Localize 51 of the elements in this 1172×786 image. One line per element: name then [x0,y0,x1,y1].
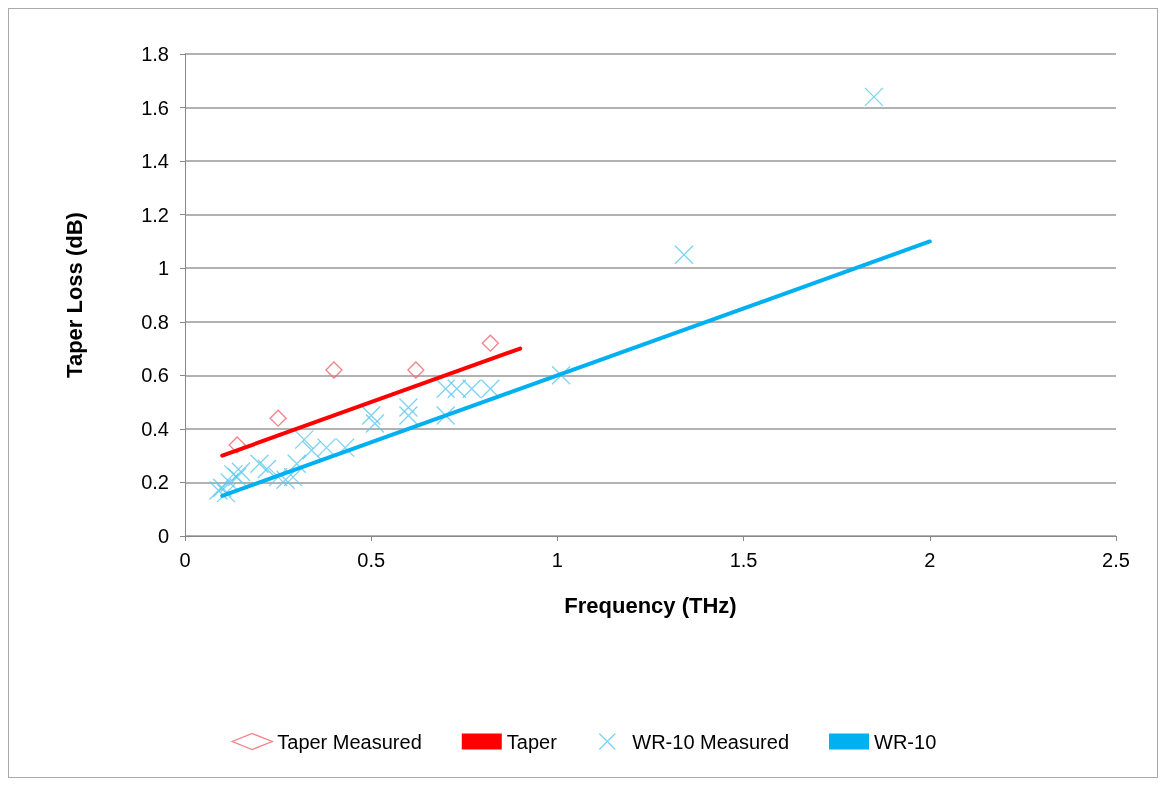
x-tick-label: 1.5 [729,549,758,571]
point [361,405,381,426]
point [249,454,270,474]
y-tick-label: 0 [157,525,169,547]
y-tick-label: 0.8 [141,310,169,333]
y-tick-label: 1 [157,257,169,280]
y-tick-label: 1.6 [141,96,169,119]
point [674,245,694,265]
y-tick-label: 1.8 [141,43,169,65]
point [268,467,288,487]
y-tick-label: 0.6 [141,364,169,387]
point [480,379,501,399]
point [316,437,337,458]
x-tick-label: 2.5 [1102,549,1130,571]
point [462,379,482,399]
point [231,462,251,482]
legend-label: WR-10 Measured [632,730,790,753]
y-tick-label: 0.2 [141,471,169,494]
point [269,409,287,427]
legend-label: Taper Measured [277,730,422,753]
point [257,459,277,479]
point [398,405,419,426]
legend-label: WR-10 [874,730,937,753]
x-tick-label: 2 [924,549,936,571]
y-tick-label: 1.2 [141,203,169,226]
y-tick-label: 1.4 [141,150,169,173]
point [436,405,456,426]
point [220,472,240,493]
legend-label: Taper [506,730,558,753]
point [287,454,307,474]
point [301,440,322,460]
point [436,379,456,399]
point [365,413,385,434]
point [275,470,296,490]
x-tick-label: 0.5 [357,549,386,571]
point [481,334,500,352]
y-axis-title: Taper Loss (dB) [61,212,87,378]
x-axis-title: Frequency (THz) [564,592,737,618]
point [864,87,884,107]
point [447,379,467,399]
point [551,365,571,385]
point [283,467,303,487]
point [294,429,314,450]
point [325,361,343,379]
x-tick-label: 0 [179,549,191,571]
point [407,361,425,379]
y-tick-label: 0.4 [141,417,169,440]
point [228,436,246,454]
x-tick-label: 1 [551,549,563,571]
point [398,397,419,418]
point [216,483,236,503]
